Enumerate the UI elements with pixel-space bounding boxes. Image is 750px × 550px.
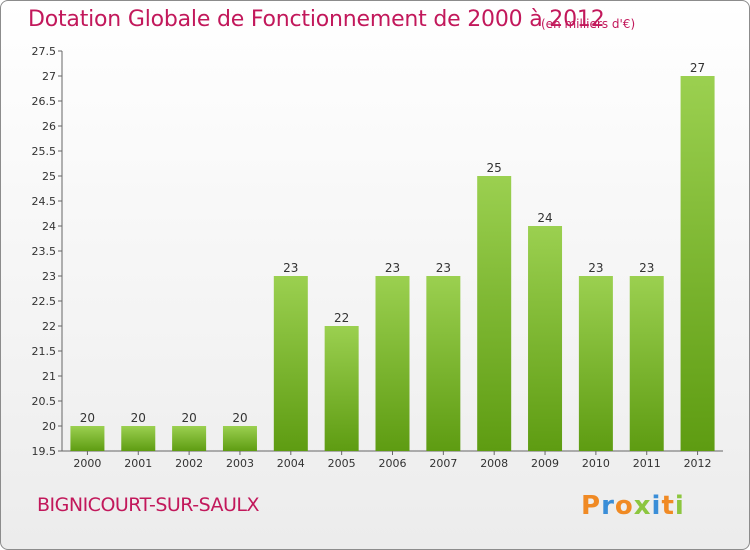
- y-tick-label: 27: [42, 70, 56, 83]
- y-tick-label: 24: [42, 220, 56, 233]
- bar-value-label: 27: [690, 61, 705, 75]
- chart-title: Dotation Globale de Fonctionnement de 20…: [28, 7, 605, 32]
- bar: [273, 276, 308, 451]
- logo-letter: x: [633, 491, 652, 521]
- logo-letter: r: [601, 491, 615, 521]
- bar: [70, 426, 105, 451]
- y-tick-label: 21.5: [32, 345, 57, 358]
- bar: [477, 176, 512, 451]
- bar-value-label: 20: [232, 411, 247, 425]
- logo-letter: t: [661, 491, 675, 521]
- x-tick-label: 2009: [531, 457, 559, 470]
- bar-value-label: 22: [334, 311, 349, 325]
- bar-value-label: 20: [181, 411, 196, 425]
- bar: [578, 276, 613, 451]
- bar: [426, 276, 461, 451]
- bar: [629, 276, 664, 451]
- bar-value-label: 23: [283, 261, 298, 275]
- logo-letter: i: [651, 491, 662, 521]
- bar-value-label: 23: [639, 261, 654, 275]
- bars: 20 20 20 20 23 22 23 23 25 24 23 23 27: [70, 61, 715, 451]
- y-tick-label: 20.5: [32, 395, 57, 408]
- y-tick-label: 22.5: [32, 295, 57, 308]
- axes: 19.5 20 20.5 21 21.5 22 22.5 23 23.5 24 24.5 25 25.5…: [32, 45, 723, 470]
- bar: [375, 276, 410, 451]
- bar: [121, 426, 156, 451]
- x-tick-label: 2005: [328, 457, 356, 470]
- commune-name: BIGNICOURT-SUR-SAULX: [37, 494, 260, 516]
- bar-value-label: 20: [80, 411, 95, 425]
- y-tick-label: 26: [42, 120, 56, 133]
- x-tick-label: 2012: [684, 457, 712, 470]
- bar-value-label: 24: [537, 211, 552, 225]
- x-tick-label: 2000: [73, 457, 101, 470]
- x-tick-label: 2002: [175, 457, 203, 470]
- logo-letter: o: [614, 491, 634, 521]
- y-tick-label: 23: [42, 270, 56, 283]
- logo-letter: i: [674, 491, 685, 521]
- y-tick-label: 23.5: [32, 245, 57, 258]
- x-tick-label: 2003: [226, 457, 254, 470]
- logo-letter: P: [581, 491, 602, 521]
- y-tick-label: 19.5: [32, 445, 57, 458]
- bar: [324, 326, 359, 451]
- x-tick-label: 2007: [429, 457, 457, 470]
- proxiti-logo: Proxiti: [581, 491, 685, 521]
- x-tick-label: 2008: [480, 457, 508, 470]
- bar-value-label: 25: [487, 161, 502, 175]
- y-tick-label: 27.5: [32, 45, 57, 58]
- y-tick-label: 20: [42, 420, 56, 433]
- x-tick-label: 2011: [633, 457, 661, 470]
- y-tick-label: 25: [42, 170, 56, 183]
- bar-value-label: 23: [436, 261, 451, 275]
- bar-value-label: 23: [588, 261, 603, 275]
- bar: [528, 226, 563, 451]
- y-tick-label: 26.5: [32, 95, 57, 108]
- y-tick-label: 24.5: [32, 195, 57, 208]
- bar-value-label: 20: [131, 411, 146, 425]
- bar: [172, 426, 207, 451]
- x-tick-label: 2001: [124, 457, 152, 470]
- bar-value-label: 23: [385, 261, 400, 275]
- x-tick-label: 2010: [582, 457, 610, 470]
- x-tick-label: 2006: [379, 457, 407, 470]
- y-tick-label: 21: [42, 370, 56, 383]
- chart-unit: (en milliers d'€): [541, 17, 636, 31]
- y-tick-label: 25.5: [32, 145, 57, 158]
- x-tick-label: 2004: [277, 457, 305, 470]
- bar: [680, 76, 715, 451]
- y-tick-label: 22: [42, 320, 56, 333]
- bar: [222, 426, 257, 451]
